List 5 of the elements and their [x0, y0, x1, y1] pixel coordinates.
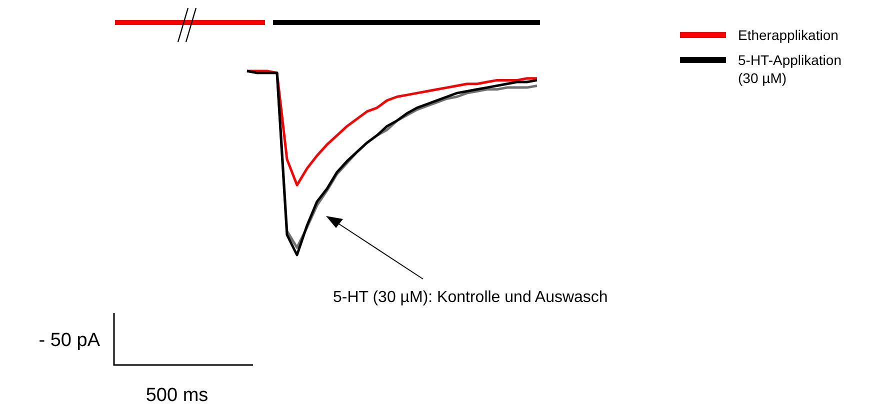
legend-label: 5-HT-Applikation (30 µM): [738, 52, 842, 86]
text: 500 ms: [146, 385, 208, 406]
legend-label: Etherapplikation: [738, 27, 838, 43]
text: - 50 pA: [38, 330, 100, 351]
text: 5-HT (30 µM): Kontrolle und Auswasch: [333, 289, 608, 306]
